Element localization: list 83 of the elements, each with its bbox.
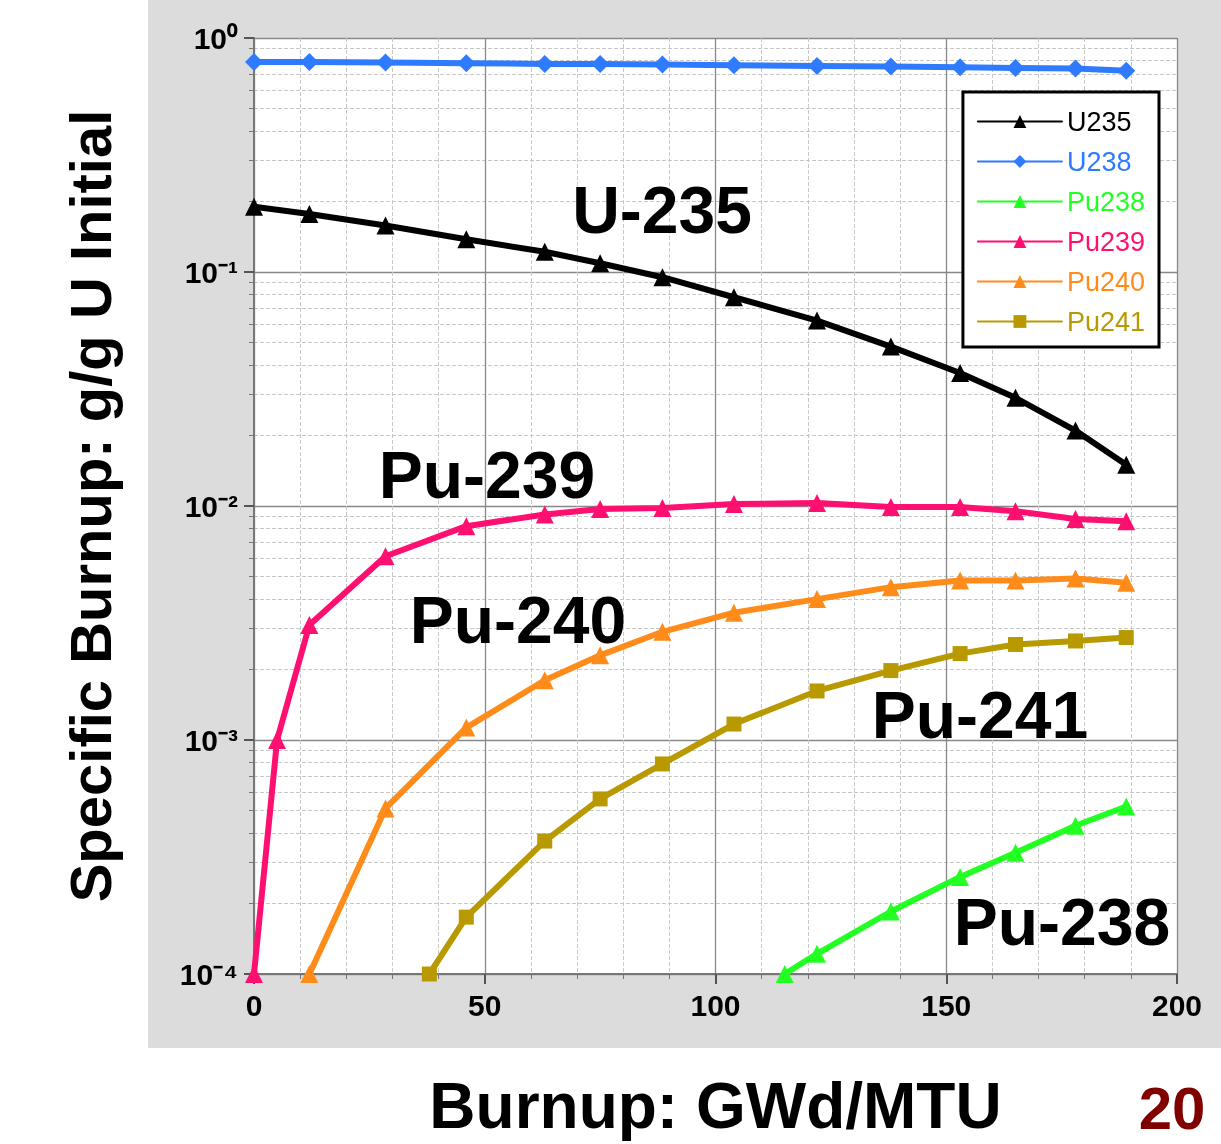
- y-tick-label: 10⁻²: [184, 489, 239, 523]
- point: [537, 833, 553, 849]
- point: [1117, 797, 1136, 816]
- point: [775, 965, 794, 983]
- point: [653, 622, 672, 641]
- annotation: Pu-239: [378, 438, 596, 512]
- point: [1066, 816, 1085, 835]
- point: [1006, 843, 1025, 862]
- point: [458, 909, 474, 925]
- point: [376, 216, 395, 235]
- point: [653, 268, 672, 287]
- y-tick-label: 10⁰: [193, 21, 238, 55]
- point: [951, 571, 970, 590]
- point: [1117, 573, 1136, 592]
- point: [421, 966, 437, 982]
- point: [726, 716, 742, 732]
- point: [951, 364, 970, 383]
- point: [724, 288, 743, 307]
- point: [808, 494, 827, 512]
- legend-label: Pu239: [1066, 226, 1145, 257]
- point: [653, 499, 672, 518]
- text: 20: [1138, 1074, 1206, 1142]
- point: [951, 498, 970, 517]
- legend-label: Pu240: [1066, 266, 1145, 297]
- point: [1067, 633, 1083, 649]
- point: [591, 646, 610, 665]
- point: [591, 254, 610, 273]
- point: [1006, 388, 1025, 407]
- point: [1118, 630, 1134, 646]
- point: [457, 517, 476, 536]
- annotation: Pu-238: [953, 885, 1171, 959]
- point: [1066, 421, 1085, 440]
- point: [952, 646, 968, 662]
- annotation: Pu-240: [409, 583, 627, 657]
- point: [809, 683, 825, 699]
- point: [881, 578, 900, 597]
- point: [654, 756, 670, 772]
- point: [300, 204, 319, 223]
- point: [300, 616, 319, 635]
- annotation: Pu-241: [871, 678, 1089, 752]
- legend-label: Pu241: [1066, 306, 1145, 337]
- point: [1117, 512, 1136, 531]
- legend-label: U235: [1066, 106, 1132, 137]
- point: [724, 603, 743, 622]
- y-axis-title: Specific Burnup: g/g U Initial: [57, 109, 123, 903]
- point: [1117, 61, 1136, 80]
- y-tick-label: 10⁻³: [184, 723, 239, 757]
- point: [808, 590, 827, 609]
- point: [1007, 636, 1023, 652]
- point: [881, 337, 900, 356]
- point: [808, 944, 827, 963]
- point: [268, 731, 287, 749]
- point: [883, 663, 899, 679]
- point: [457, 230, 476, 249]
- point: [881, 498, 900, 517]
- point: [1006, 502, 1025, 521]
- point: [881, 902, 900, 921]
- y-tick-label: 10⁻⁴: [179, 957, 238, 991]
- y-tick-label: 10⁻¹: [184, 255, 239, 289]
- x-tick-label: 200: [1151, 988, 1203, 1022]
- point: [300, 965, 319, 983]
- point: [1066, 509, 1085, 528]
- point: [535, 505, 554, 524]
- point: [376, 799, 395, 818]
- point: [535, 242, 554, 261]
- point: [1066, 569, 1085, 588]
- point: [951, 867, 970, 886]
- x-tick-label: 100: [690, 988, 741, 1022]
- annotation: U-235: [572, 173, 752, 247]
- point: [591, 500, 610, 519]
- point: [808, 311, 827, 330]
- legend-label: U238: [1066, 146, 1132, 177]
- x-tick-label: 50: [468, 988, 502, 1022]
- x-axis-title: Burnup: GWd/MTU: [429, 1070, 1002, 1142]
- x-tick-label: 0: [245, 988, 263, 1022]
- point: [1117, 455, 1136, 474]
- point: [592, 791, 608, 807]
- point: [724, 494, 743, 513]
- x-tick-label: 150: [921, 988, 972, 1022]
- point: [1006, 571, 1025, 590]
- legend-label: Pu238: [1066, 186, 1145, 217]
- point: [245, 197, 263, 216]
- point: [535, 671, 554, 690]
